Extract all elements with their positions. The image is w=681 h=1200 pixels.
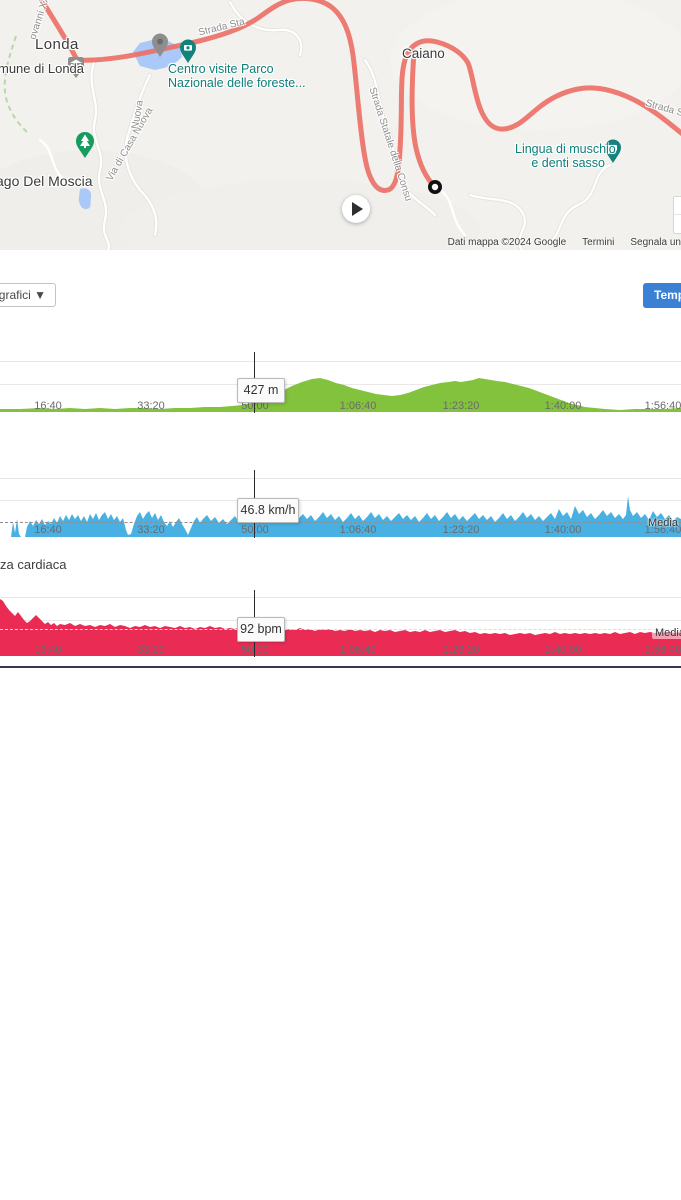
gray-pin-icon bbox=[152, 33, 168, 57]
x-tick-label: 1:06:40 bbox=[339, 644, 377, 656]
x-tick-label: 1:06:40 bbox=[339, 400, 377, 412]
section-divider bbox=[0, 666, 681, 668]
heart-rate-average-label: Media bbox=[652, 627, 681, 639]
roads bbox=[38, 0, 612, 250]
x-tick-label: 16:40 bbox=[34, 644, 62, 656]
gridline bbox=[0, 361, 681, 362]
gridline bbox=[0, 597, 681, 598]
elevation-tooltip: 427 m bbox=[237, 378, 285, 403]
townhall-pin-icon bbox=[68, 57, 84, 78]
x-tick-label: 1:40:00 bbox=[544, 400, 582, 412]
x-tick-label: 16:40 bbox=[34, 400, 62, 412]
route-polyline bbox=[38, 0, 681, 193]
camera-pin-icon bbox=[605, 139, 621, 163]
x-tick-label: 33:20 bbox=[137, 644, 165, 656]
x-tick-label: 50:00 bbox=[241, 400, 269, 412]
map-markers bbox=[68, 33, 621, 194]
terrain bbox=[0, 0, 681, 250]
elevation-area bbox=[0, 378, 681, 412]
route-playback-button[interactable] bbox=[342, 195, 370, 223]
x-tick-label: 1:23:20 bbox=[442, 644, 480, 656]
elevation-x-axis-ticks: 16:40 33:20 50:00 1:06:40 1:23:20 1:40:00 1:56… bbox=[0, 400, 681, 412]
play-icon bbox=[352, 202, 363, 216]
map-attribution: Dati mappa ©2024 Google Termini Segnala … bbox=[448, 237, 681, 248]
x-tick-label: 33:20 bbox=[137, 524, 165, 536]
x-tick-label: 1:40:00 bbox=[544, 524, 582, 536]
speed-x-axis-ticks: 16:40 33:20 50:00 1:06:40 1:23:20 1:40:00 1:56… bbox=[0, 524, 681, 536]
x-tick-label: 1:56:40 bbox=[644, 400, 681, 412]
route-map[interactable]: Londa mune di Londa Caiano Centro visite… bbox=[0, 0, 681, 250]
tree-pin-icon bbox=[76, 132, 94, 158]
heart-rate-area bbox=[0, 599, 681, 656]
zoom-out-button[interactable]: − bbox=[674, 215, 681, 232]
attribution-report-link[interactable]: Segnala un bbox=[630, 237, 681, 248]
attribution-terms-link[interactable]: Termini bbox=[582, 237, 615, 248]
speed-average-line bbox=[0, 522, 681, 523]
zoom-control-divider bbox=[674, 214, 681, 215]
heart-rate-chart[interactable]: 92 bpm 16:40 33:20 50:00 1:06:40 1:23:20 1:40… bbox=[0, 590, 681, 657]
x-tick-label: 1:23:20 bbox=[442, 400, 480, 412]
attribution-map-data: Dati mappa ©2024 Google bbox=[447, 237, 567, 248]
compare-charts-dropdown[interactable]: a grafici ▼ bbox=[0, 283, 56, 307]
camera-pin-icon bbox=[180, 39, 196, 63]
speed-average-label: Media bbox=[648, 517, 678, 529]
park-boundary bbox=[3, 35, 29, 134]
zoom-in-button[interactable]: + bbox=[674, 197, 681, 214]
x-tick-label: 1:23:20 bbox=[442, 524, 480, 536]
speed-chart[interactable]: 46.8 km/h 16:40 33:20 50:00 1:06:40 1:23:20 1… bbox=[0, 470, 681, 538]
speed-area bbox=[0, 496, 681, 537]
x-tick-label: 50:00 bbox=[241, 524, 269, 536]
heart-rate-x-axis-ticks: 16:40 33:20 50:00 1:06:40 1:23:20 1:40:00 1:56… bbox=[0, 644, 681, 656]
position-marker-icon bbox=[428, 180, 442, 194]
speed-tooltip: 46.8 km/h bbox=[237, 498, 299, 523]
elevation-chart[interactable]: 427 m 16:40 33:20 50:00 1:06:40 1:23:20 1:40:… bbox=[0, 352, 681, 413]
gridline bbox=[0, 500, 681, 501]
gridline bbox=[0, 620, 681, 621]
x-tick-label: 1:40:00 bbox=[544, 644, 582, 656]
x-tick-label: 1:56:40 bbox=[644, 644, 681, 656]
x-tick-label: 33:20 bbox=[137, 400, 165, 412]
heart-rate-section-title: za cardiaca bbox=[0, 557, 67, 572]
map-canvas bbox=[0, 0, 681, 250]
x-tick-label: 1:06:40 bbox=[339, 524, 377, 536]
x-tick-label: 1:56:40 bbox=[644, 524, 681, 536]
map-zoom-control[interactable]: + − bbox=[673, 196, 681, 234]
time-toggle-button[interactable]: Tempo bbox=[643, 283, 681, 308]
x-tick-label: 50:00 bbox=[241, 644, 269, 656]
heart-rate-average-line bbox=[0, 629, 681, 630]
gridline bbox=[0, 478, 681, 479]
x-tick-label: 16:40 bbox=[34, 524, 62, 536]
heart-rate-tooltip: 92 bpm bbox=[237, 617, 285, 642]
